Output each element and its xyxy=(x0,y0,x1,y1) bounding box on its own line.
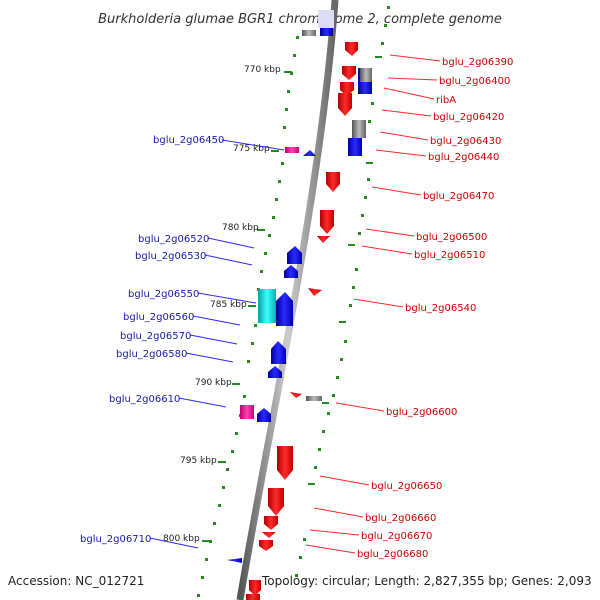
gene-label[interactable]: bglu_2g06650 xyxy=(371,481,442,492)
gene-label[interactable]: bglu_2g06510 xyxy=(414,250,485,261)
gene-label[interactable]: bglu_2g06390 xyxy=(442,57,513,68)
gene-label[interactable]: bglu_2g06680 xyxy=(357,549,428,560)
gene-bglu-2g06390[interactable] xyxy=(345,42,358,56)
scale-label: 795 kbp xyxy=(180,456,217,466)
gene-label[interactable]: bglu_2g06420 xyxy=(433,112,504,123)
left-genes xyxy=(227,147,316,563)
gene-bglu-2g06540[interactable] xyxy=(308,288,322,296)
gene-bglu-2g06400[interactable] xyxy=(342,66,356,80)
gene-bottom-1[interactable] xyxy=(249,580,261,596)
gene-top-gray[interactable] xyxy=(302,30,316,36)
topology-text: Topology: circular; Length: 2,827,355 bp… xyxy=(261,574,592,588)
gene-bglu-2g06560[interactable] xyxy=(276,292,293,326)
accession-text: Accession: NC_012721 xyxy=(8,574,144,588)
map-title: Burkholderia glumae BGR1 chromosome 2, c… xyxy=(98,12,502,27)
gene-bglu-2g06710[interactable] xyxy=(227,558,242,563)
gene-label[interactable]: bglu_2g06470 xyxy=(423,191,494,202)
gene-label[interactable]: bglu_2g06520 xyxy=(138,234,209,245)
right-ticks xyxy=(308,56,382,485)
forward-genes xyxy=(246,42,358,600)
gene-label[interactable]: bglu_2g06570 xyxy=(120,331,191,342)
scale-label: 775 kbp xyxy=(233,144,270,154)
right-guide-dots xyxy=(295,6,390,577)
gene-label[interactable]: bglu_2g06660 xyxy=(365,513,436,524)
gene-label[interactable]: bglu_2g06610 xyxy=(109,394,180,405)
gene-label[interactable]: bglu_2g06670 xyxy=(361,531,432,542)
gene-bglu-2g06530[interactable] xyxy=(284,265,298,278)
scale-label: 790 kbp xyxy=(195,378,232,388)
gene-bottom-2[interactable] xyxy=(246,594,260,600)
chromosome-backbone xyxy=(236,0,339,600)
gene-label[interactable]: ribA xyxy=(436,95,456,106)
gene-bglu-2g06440[interactable] xyxy=(348,138,362,156)
gene-bglu-2g06650[interactable] xyxy=(277,446,293,480)
gene-label[interactable]: bglu_2g06440 xyxy=(428,152,499,163)
gene-bglu-2g06660[interactable] xyxy=(264,516,278,530)
gene-bglu-2g06660-a[interactable] xyxy=(268,488,284,516)
right-leaders xyxy=(305,54,441,554)
gene-label[interactable]: bglu_2g06580 xyxy=(116,349,187,360)
gene-bglu-2g06580[interactable] xyxy=(268,366,282,378)
gene-top-lavender[interactable] xyxy=(318,10,334,28)
gene-label[interactable]: bglu_2g06710 xyxy=(80,534,151,545)
left-labels: bglu_2g06450 bglu_2g06520 bglu_2g06530 b… xyxy=(80,135,224,545)
gene-bglu-2g06610[interactable] xyxy=(240,405,254,419)
gene-label[interactable]: bglu_2g06400 xyxy=(439,76,510,87)
scale-label: 800 kbp xyxy=(163,534,200,544)
scale-label: 780 kbp xyxy=(222,223,259,233)
gene-label[interactable]: bglu_2g06430 xyxy=(430,136,501,147)
gene-bglu-2g06430[interactable] xyxy=(352,120,366,138)
gene-label[interactable]: bglu_2g06540 xyxy=(405,303,476,314)
gene-label[interactable]: bglu_2g06600 xyxy=(386,407,457,418)
gene-bglu-2g06550[interactable] xyxy=(258,289,276,323)
gene-bglu-2g06470[interactable] xyxy=(326,172,340,192)
gene-bglu-2g06570[interactable] xyxy=(271,341,286,364)
scale-ticks xyxy=(202,71,292,542)
reverse-genes-right xyxy=(302,10,372,156)
gene-bglu-2g06450-blue[interactable] xyxy=(303,150,316,156)
gene-bglu-2g06400-gray[interactable] xyxy=(360,68,372,82)
gene-bglu-2g06500[interactable] xyxy=(320,210,334,234)
gene-bglu-2g06610-blue[interactable] xyxy=(257,408,271,422)
right-labels: bglu_2g06390 bglu_2g06400 ribA bglu_2g06… xyxy=(357,57,513,560)
left-leaders xyxy=(149,139,285,549)
gene-label[interactable]: bglu_2g06500 xyxy=(416,232,487,243)
scale-label: 785 kbp xyxy=(210,300,247,310)
scale-labels: 770 kbp 775 kbp 780 kbp 785 kbp 790 kbp … xyxy=(163,65,281,544)
gene-bglu-2g06670[interactable] xyxy=(262,532,276,538)
gene-label[interactable]: bglu_2g06560 xyxy=(123,312,194,323)
gene-label[interactable]: bglu_2g06450 xyxy=(153,135,224,146)
gene-top-blue[interactable] xyxy=(320,28,333,36)
gene-label[interactable]: bglu_2g06530 xyxy=(135,251,206,262)
gene-bglu-2g06510[interactable] xyxy=(317,236,330,243)
gene-riba[interactable] xyxy=(340,82,354,96)
gene-bglu-2g06680[interactable] xyxy=(259,540,273,551)
gene-bglu-2g06520[interactable] xyxy=(287,246,302,264)
gene-label[interactable]: bglu_2g06550 xyxy=(128,289,199,300)
scale-label: 770 kbp xyxy=(244,65,281,75)
gene-bglu-2g06600[interactable] xyxy=(290,392,302,398)
gene-bglu-2g06450[interactable] xyxy=(285,147,299,153)
gene-bglu-2g06420[interactable] xyxy=(338,93,352,116)
gene-bglu-2g06600-gray[interactable] xyxy=(306,396,322,401)
